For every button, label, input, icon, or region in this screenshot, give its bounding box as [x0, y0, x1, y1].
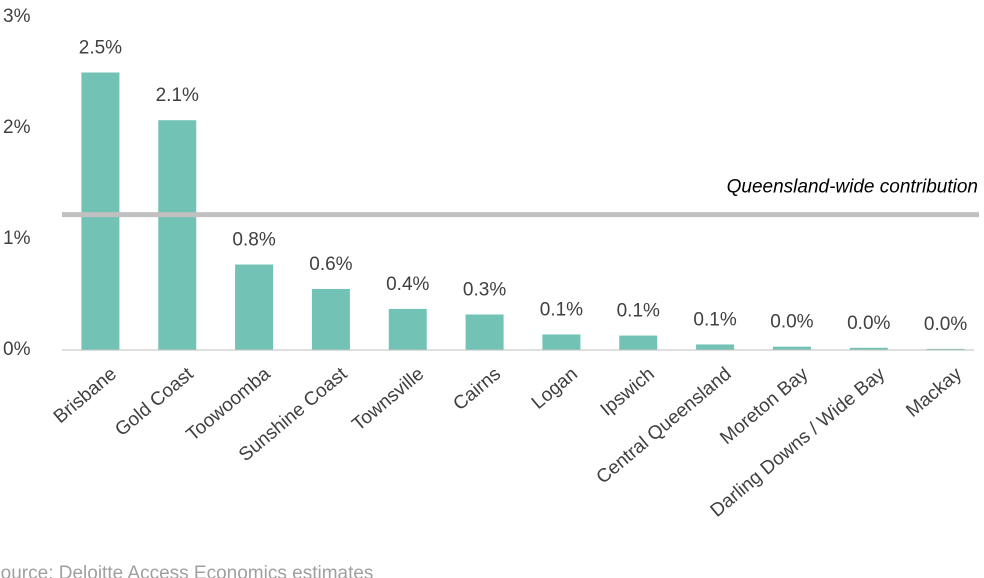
x-tick-label: Townsville	[348, 364, 428, 436]
x-tick-label: Cairns	[449, 364, 505, 415]
bar	[619, 335, 658, 350]
y-tick-label: 3%	[3, 6, 31, 27]
value-label: 0.0%	[770, 312, 813, 333]
bar	[235, 264, 274, 350]
value-label: 0.0%	[924, 314, 967, 335]
bar	[772, 346, 811, 350]
bar	[81, 72, 120, 350]
value-label: 0.8%	[232, 230, 275, 251]
y-tick-label: 2%	[3, 117, 31, 138]
bar	[311, 288, 350, 350]
bar	[388, 308, 427, 350]
x-tick-label: Central Queensland	[593, 364, 736, 489]
bar	[926, 348, 965, 350]
bar	[542, 334, 581, 350]
y-tick-label: 0%	[3, 339, 31, 360]
value-label: 0.1%	[617, 301, 660, 322]
value-label: 0.0%	[847, 313, 890, 334]
bar	[696, 344, 735, 350]
source-note: Source: Deloitte Access Economics estima…	[0, 563, 373, 578]
bar	[465, 314, 504, 350]
y-tick-label: 1%	[3, 228, 31, 249]
bar	[158, 120, 197, 350]
value-label: 0.6%	[309, 254, 352, 275]
x-tick-label: Mackay	[902, 363, 966, 421]
value-label: 0.1%	[693, 309, 736, 330]
x-tick-label: Ipswich	[597, 364, 659, 421]
reference-label: Queensland-wide contribution	[727, 177, 978, 198]
bar	[849, 347, 888, 350]
value-label: 0.3%	[463, 279, 506, 300]
value-label: 2.1%	[156, 85, 199, 106]
x-tick-label: Logan	[528, 364, 582, 414]
value-label: 2.5%	[79, 38, 122, 59]
x-tick-label: Brisbane	[50, 364, 121, 428]
value-label: 0.4%	[386, 274, 429, 295]
value-label: 0.1%	[540, 299, 583, 320]
